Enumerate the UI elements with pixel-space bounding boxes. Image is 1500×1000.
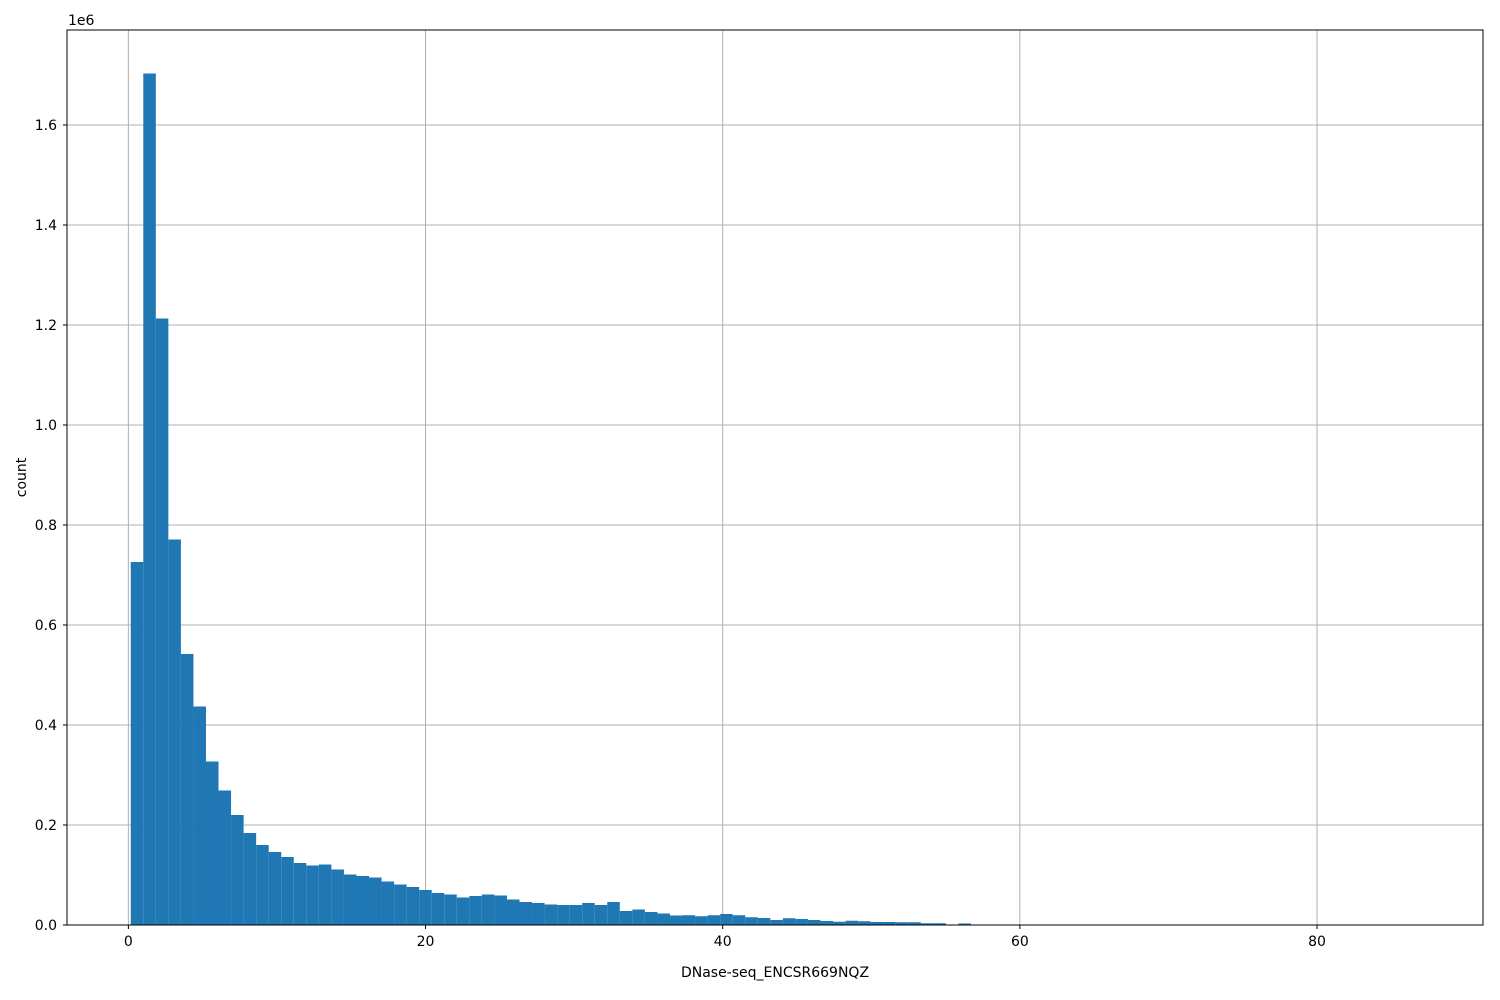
histogram-bar [243, 833, 257, 925]
histogram-bar [807, 920, 821, 925]
histogram-bar [293, 863, 307, 925]
histogram-bar [143, 73, 156, 925]
histogram-bar [444, 894, 457, 925]
histogram-bar [419, 890, 432, 925]
histogram-bar [318, 864, 332, 925]
histogram-bar [356, 876, 370, 925]
histogram-bar [406, 887, 420, 925]
histogram-bar [632, 909, 645, 925]
histogram-bar [168, 539, 181, 925]
histogram-bar [920, 923, 934, 925]
y-tick-label: 0.6 [35, 618, 57, 634]
histogram-bar [231, 815, 244, 925]
histogram-bar [745, 917, 758, 925]
histogram-bar [281, 857, 294, 925]
histogram-bar [394, 884, 407, 925]
histogram-bar [757, 918, 771, 925]
tick-labels: 0 20 40 60 80 0.0 0.2 0.4 0.6 0.8 1.0 1.2 1.4 1.6 [35, 118, 1326, 950]
x-tick-label: 20 [417, 934, 435, 950]
y-axis-offset-text: 1e6 [68, 13, 95, 29]
histogram-bar [331, 869, 344, 925]
histogram-bar [431, 893, 445, 925]
histogram-bar [369, 877, 382, 925]
y-tick-label: 0.2 [35, 818, 57, 834]
histogram-bar [770, 920, 783, 925]
histogram-bar [720, 914, 733, 925]
histogram-bar [494, 895, 507, 925]
histogram-bar [256, 845, 269, 925]
histogram-bar [657, 913, 670, 925]
histogram-bar [870, 922, 884, 925]
y-tick-label: 0.4 [35, 718, 57, 734]
histogram-bar [532, 903, 545, 925]
y-tick-label: 1.2 [35, 318, 57, 334]
x-tick-label: 80 [1308, 934, 1326, 950]
histogram-bar [343, 874, 357, 925]
histogram-bar [795, 919, 808, 925]
histogram-bar [481, 894, 495, 925]
histogram-bar [908, 922, 921, 925]
histogram-bar [506, 899, 520, 925]
histogram-bar [193, 706, 206, 925]
gridlines [67, 30, 1483, 926]
histogram-bar [858, 921, 871, 925]
histogram-bar [958, 923, 971, 925]
histogram-bar [833, 921, 846, 925]
y-axis-label: count [14, 457, 30, 497]
histogram-bar [557, 905, 570, 925]
tick-marks [63, 124, 1318, 929]
histogram-bar [732, 915, 746, 925]
histogram-bar [155, 318, 169, 925]
histogram-bar [519, 902, 533, 925]
histogram-bar [180, 654, 194, 925]
x-tick-label: 40 [714, 934, 732, 950]
histogram-bar [644, 912, 658, 925]
histogram-bar [607, 902, 620, 925]
y-tick-label: 1.6 [35, 118, 57, 134]
y-tick-label: 1.0 [35, 418, 57, 434]
x-tick-label: 60 [1011, 934, 1029, 950]
histogram-bar [895, 922, 909, 925]
histogram-bar [569, 905, 583, 925]
histogram-bar [845, 920, 859, 925]
histogram-bar [707, 915, 721, 925]
histogram-bar [782, 918, 796, 925]
x-tick-label: 0 [124, 934, 133, 950]
histogram-bar [933, 923, 946, 925]
histogram-bar [268, 852, 282, 925]
y-tick-label: 0.0 [35, 918, 57, 934]
histogram-bar [582, 903, 595, 925]
y-tick-label: 1.4 [35, 218, 57, 234]
histogram-bar [820, 921, 834, 925]
histogram-bar [619, 911, 633, 925]
histogram-bar [306, 865, 319, 925]
histogram-bar [205, 761, 219, 925]
histogram-bar [594, 905, 608, 925]
plot-frame [66, 29, 1484, 926]
histogram-bar [456, 897, 470, 925]
histogram-bar [544, 904, 558, 925]
histogram-bar [130, 562, 144, 925]
histogram-bar [469, 896, 482, 925]
histogram-bar [682, 915, 696, 925]
y-tick-label: 0.8 [35, 518, 57, 534]
histogram-bar [695, 916, 708, 925]
histogram-bar [883, 922, 896, 925]
histogram-bar [381, 881, 395, 925]
histogram-bar [218, 790, 232, 925]
x-axis-label: DNase-seq_ENCSR669NQZ [681, 965, 869, 981]
histogram-bars [130, 73, 971, 925]
histogram-bar [669, 915, 683, 925]
